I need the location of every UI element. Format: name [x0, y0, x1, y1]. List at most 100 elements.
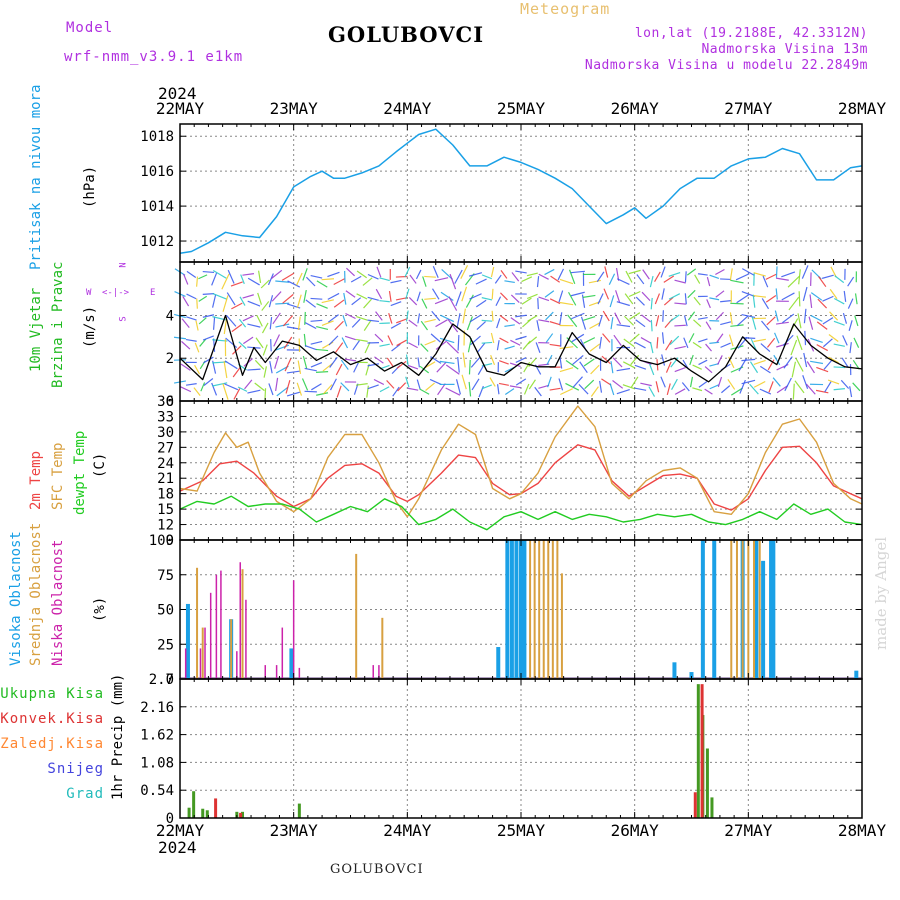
wind-arrow	[582, 294, 596, 298]
wind-arrow	[379, 386, 390, 393]
cloud-bar	[689, 672, 694, 679]
date-label-top: 22MAY	[156, 99, 205, 118]
product-title: Meteogram	[520, 0, 611, 18]
wind-arrow	[649, 364, 655, 376]
y-tick-label: 4	[166, 308, 174, 324]
wind-arrow	[590, 364, 600, 375]
wind-arrow	[802, 375, 809, 389]
wind-arrow	[515, 314, 527, 318]
wind-arrow	[276, 386, 289, 397]
wind-arrow	[568, 269, 576, 285]
wind-arrow	[310, 297, 323, 300]
wind-arrow	[379, 343, 390, 347]
wind-arrow	[254, 359, 265, 370]
wind-arrow	[495, 296, 502, 307]
wind-arrow	[790, 339, 798, 356]
wind-arrow	[497, 384, 500, 395]
wind-arrow	[203, 356, 214, 364]
wind-arrow	[641, 314, 651, 323]
wind-arrow	[572, 354, 584, 366]
wind-arrow	[602, 310, 610, 322]
wind-arrow	[202, 293, 215, 295]
wind-arrow	[390, 279, 402, 284]
cloud-bar	[196, 567, 199, 679]
wind-arrow	[478, 385, 484, 398]
wind-arrow	[303, 289, 307, 303]
wind-arrow	[238, 318, 247, 328]
wind-arrow	[538, 319, 550, 323]
wind-arrow	[583, 315, 596, 321]
wind-arrow	[634, 387, 647, 391]
wind-arrow	[521, 297, 532, 305]
wind-arrow	[481, 319, 493, 322]
wind-arrow	[232, 345, 242, 355]
precip-bar	[696, 684, 700, 818]
wind-arrow	[490, 266, 495, 278]
wind-arrow	[791, 361, 797, 378]
wind-arrow	[373, 378, 385, 386]
wind-arrow	[397, 382, 407, 392]
wind-arrow	[230, 281, 243, 287]
wind-arrow	[456, 313, 461, 329]
wind-arrow	[588, 279, 601, 284]
wind-arrow	[716, 333, 724, 343]
wind-arrow	[776, 385, 789, 394]
wind-arrow	[405, 354, 409, 366]
wind-arrow	[374, 333, 384, 343]
wind-arrow	[828, 333, 839, 343]
wind-arrow	[424, 318, 436, 323]
date-label-bottom: 24MAY	[383, 821, 432, 840]
wind-arrow	[698, 359, 708, 366]
cloud-bar	[264, 665, 266, 679]
cloud-bar	[769, 540, 774, 679]
cloud-bar	[245, 599, 247, 679]
wind-arrow	[212, 294, 217, 308]
wind-arrow	[273, 334, 281, 347]
wind-arrow	[256, 314, 263, 327]
wind-arrow	[687, 311, 696, 321]
cloud-bar	[292, 580, 295, 679]
wind-arrow	[717, 355, 723, 365]
wind-arrow	[649, 275, 654, 288]
wind-arrow	[504, 388, 515, 396]
wind-arrow	[186, 293, 197, 300]
wind-arrow	[247, 368, 261, 371]
wind-arrow	[715, 311, 724, 321]
wind-arrow	[420, 343, 429, 352]
wind-arrow	[440, 314, 455, 323]
wind-arrow	[705, 321, 712, 330]
wind-arrow	[198, 317, 207, 325]
date-label-top: 27MAY	[724, 99, 773, 118]
wind-arrow	[787, 275, 800, 288]
wind-arrow	[232, 366, 241, 378]
wind-arrow	[434, 298, 449, 305]
wind-arrow	[302, 268, 308, 281]
wind-arrow	[297, 316, 301, 330]
wind-arrow	[671, 378, 678, 390]
cloud-bar	[771, 540, 776, 679]
cloud-bar	[281, 627, 284, 679]
wind-arrow	[212, 361, 228, 364]
wind-arrow	[549, 387, 561, 391]
wind-arrow	[648, 386, 656, 397]
wind-arrow	[420, 320, 429, 331]
wind-arrow	[498, 382, 509, 386]
wind-arrow	[233, 388, 241, 400]
precip-bar	[192, 791, 196, 818]
wind-arrow	[202, 314, 215, 318]
precip-bar	[201, 808, 205, 818]
wind-arrow	[584, 379, 595, 390]
wind-arrow	[386, 357, 394, 368]
wind-arrow	[522, 340, 531, 350]
wind-arrow	[343, 292, 347, 305]
cloud-bar	[735, 540, 738, 679]
cloud-bar	[741, 540, 744, 679]
wind-arrow	[798, 291, 801, 307]
wind-arrow	[491, 288, 494, 300]
wind-arrow	[231, 302, 243, 310]
wind-arrow	[310, 319, 323, 322]
wind-arrow	[558, 290, 564, 303]
wind-arrow	[462, 352, 466, 368]
wind-arrow	[316, 371, 329, 373]
wind-arrow	[344, 335, 357, 341]
